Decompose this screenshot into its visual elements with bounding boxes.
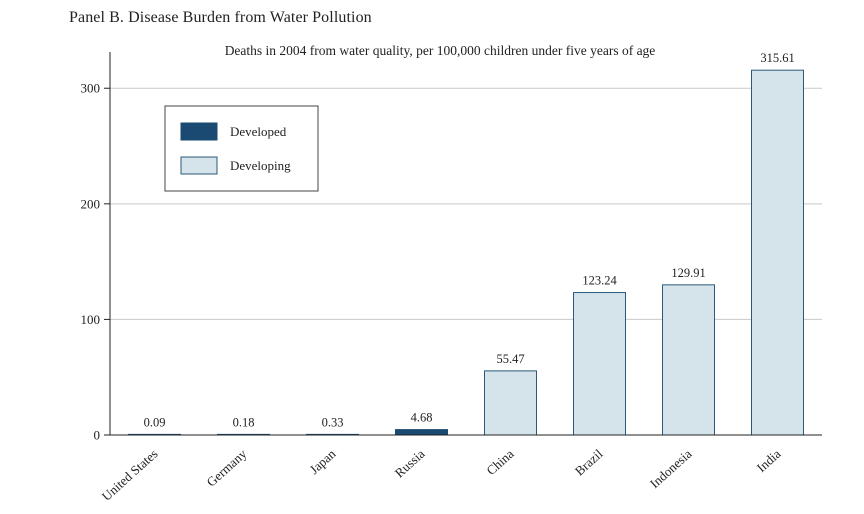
y-tick-label: 300 xyxy=(81,81,101,96)
x-tick-label-india: India xyxy=(754,446,784,475)
legend-swatch-developing xyxy=(180,156,218,175)
data-label-india: 315.61 xyxy=(760,51,794,65)
chart-subtitle: Deaths in 2004 from water quality, per 1… xyxy=(225,43,656,58)
data-label-china: 55.47 xyxy=(496,352,524,366)
x-tick-label-japan: Japan xyxy=(306,446,338,477)
x-tick-label-germany: Germany xyxy=(204,446,250,490)
panel-title: Panel B. Disease Burden from Water Pollu… xyxy=(69,9,372,26)
y-tick-labels: 0 100 200 300 xyxy=(81,81,101,443)
bar-indonesia xyxy=(662,284,715,436)
legend-box xyxy=(164,105,319,192)
legend-label-developed: Developed xyxy=(230,124,287,139)
legend-swatch-developed xyxy=(180,122,218,141)
data-label-brazil: 123.24 xyxy=(582,274,617,288)
y-tick-label: 0 xyxy=(94,428,101,443)
bar-brazil xyxy=(573,292,626,436)
x-tick-label-united-states: United States xyxy=(99,446,161,504)
y-tick-label: 100 xyxy=(81,312,101,327)
data-label-united-states: 0.09 xyxy=(144,415,166,429)
bar-india xyxy=(751,69,804,436)
x-tick-label-china: China xyxy=(483,446,516,478)
data-label-japan: 0.33 xyxy=(322,415,344,429)
bars xyxy=(128,69,804,436)
legend: Developed Developing xyxy=(164,105,319,192)
data-labels: 0.09 0.18 0.33 4.68 55.47 123.24 129.91 315.61 xyxy=(144,51,795,429)
data-label-indonesia: 129.91 xyxy=(671,266,705,280)
x-tick-label-russia: Russia xyxy=(392,446,428,481)
bar-russia xyxy=(395,429,448,436)
x-tick-labels: United States Germany Japan Russia China Braz… xyxy=(99,446,784,504)
axes xyxy=(109,52,822,436)
x-tick-label-indonesia: Indonesia xyxy=(647,446,695,491)
x-tick-label-brazil: Brazil xyxy=(572,446,606,479)
data-label-germany: 0.18 xyxy=(233,415,255,429)
legend-label-developing: Developing xyxy=(230,158,291,173)
data-label-russia: 4.68 xyxy=(411,411,433,425)
bar-china xyxy=(484,370,537,436)
y-tick-label: 200 xyxy=(81,196,101,211)
